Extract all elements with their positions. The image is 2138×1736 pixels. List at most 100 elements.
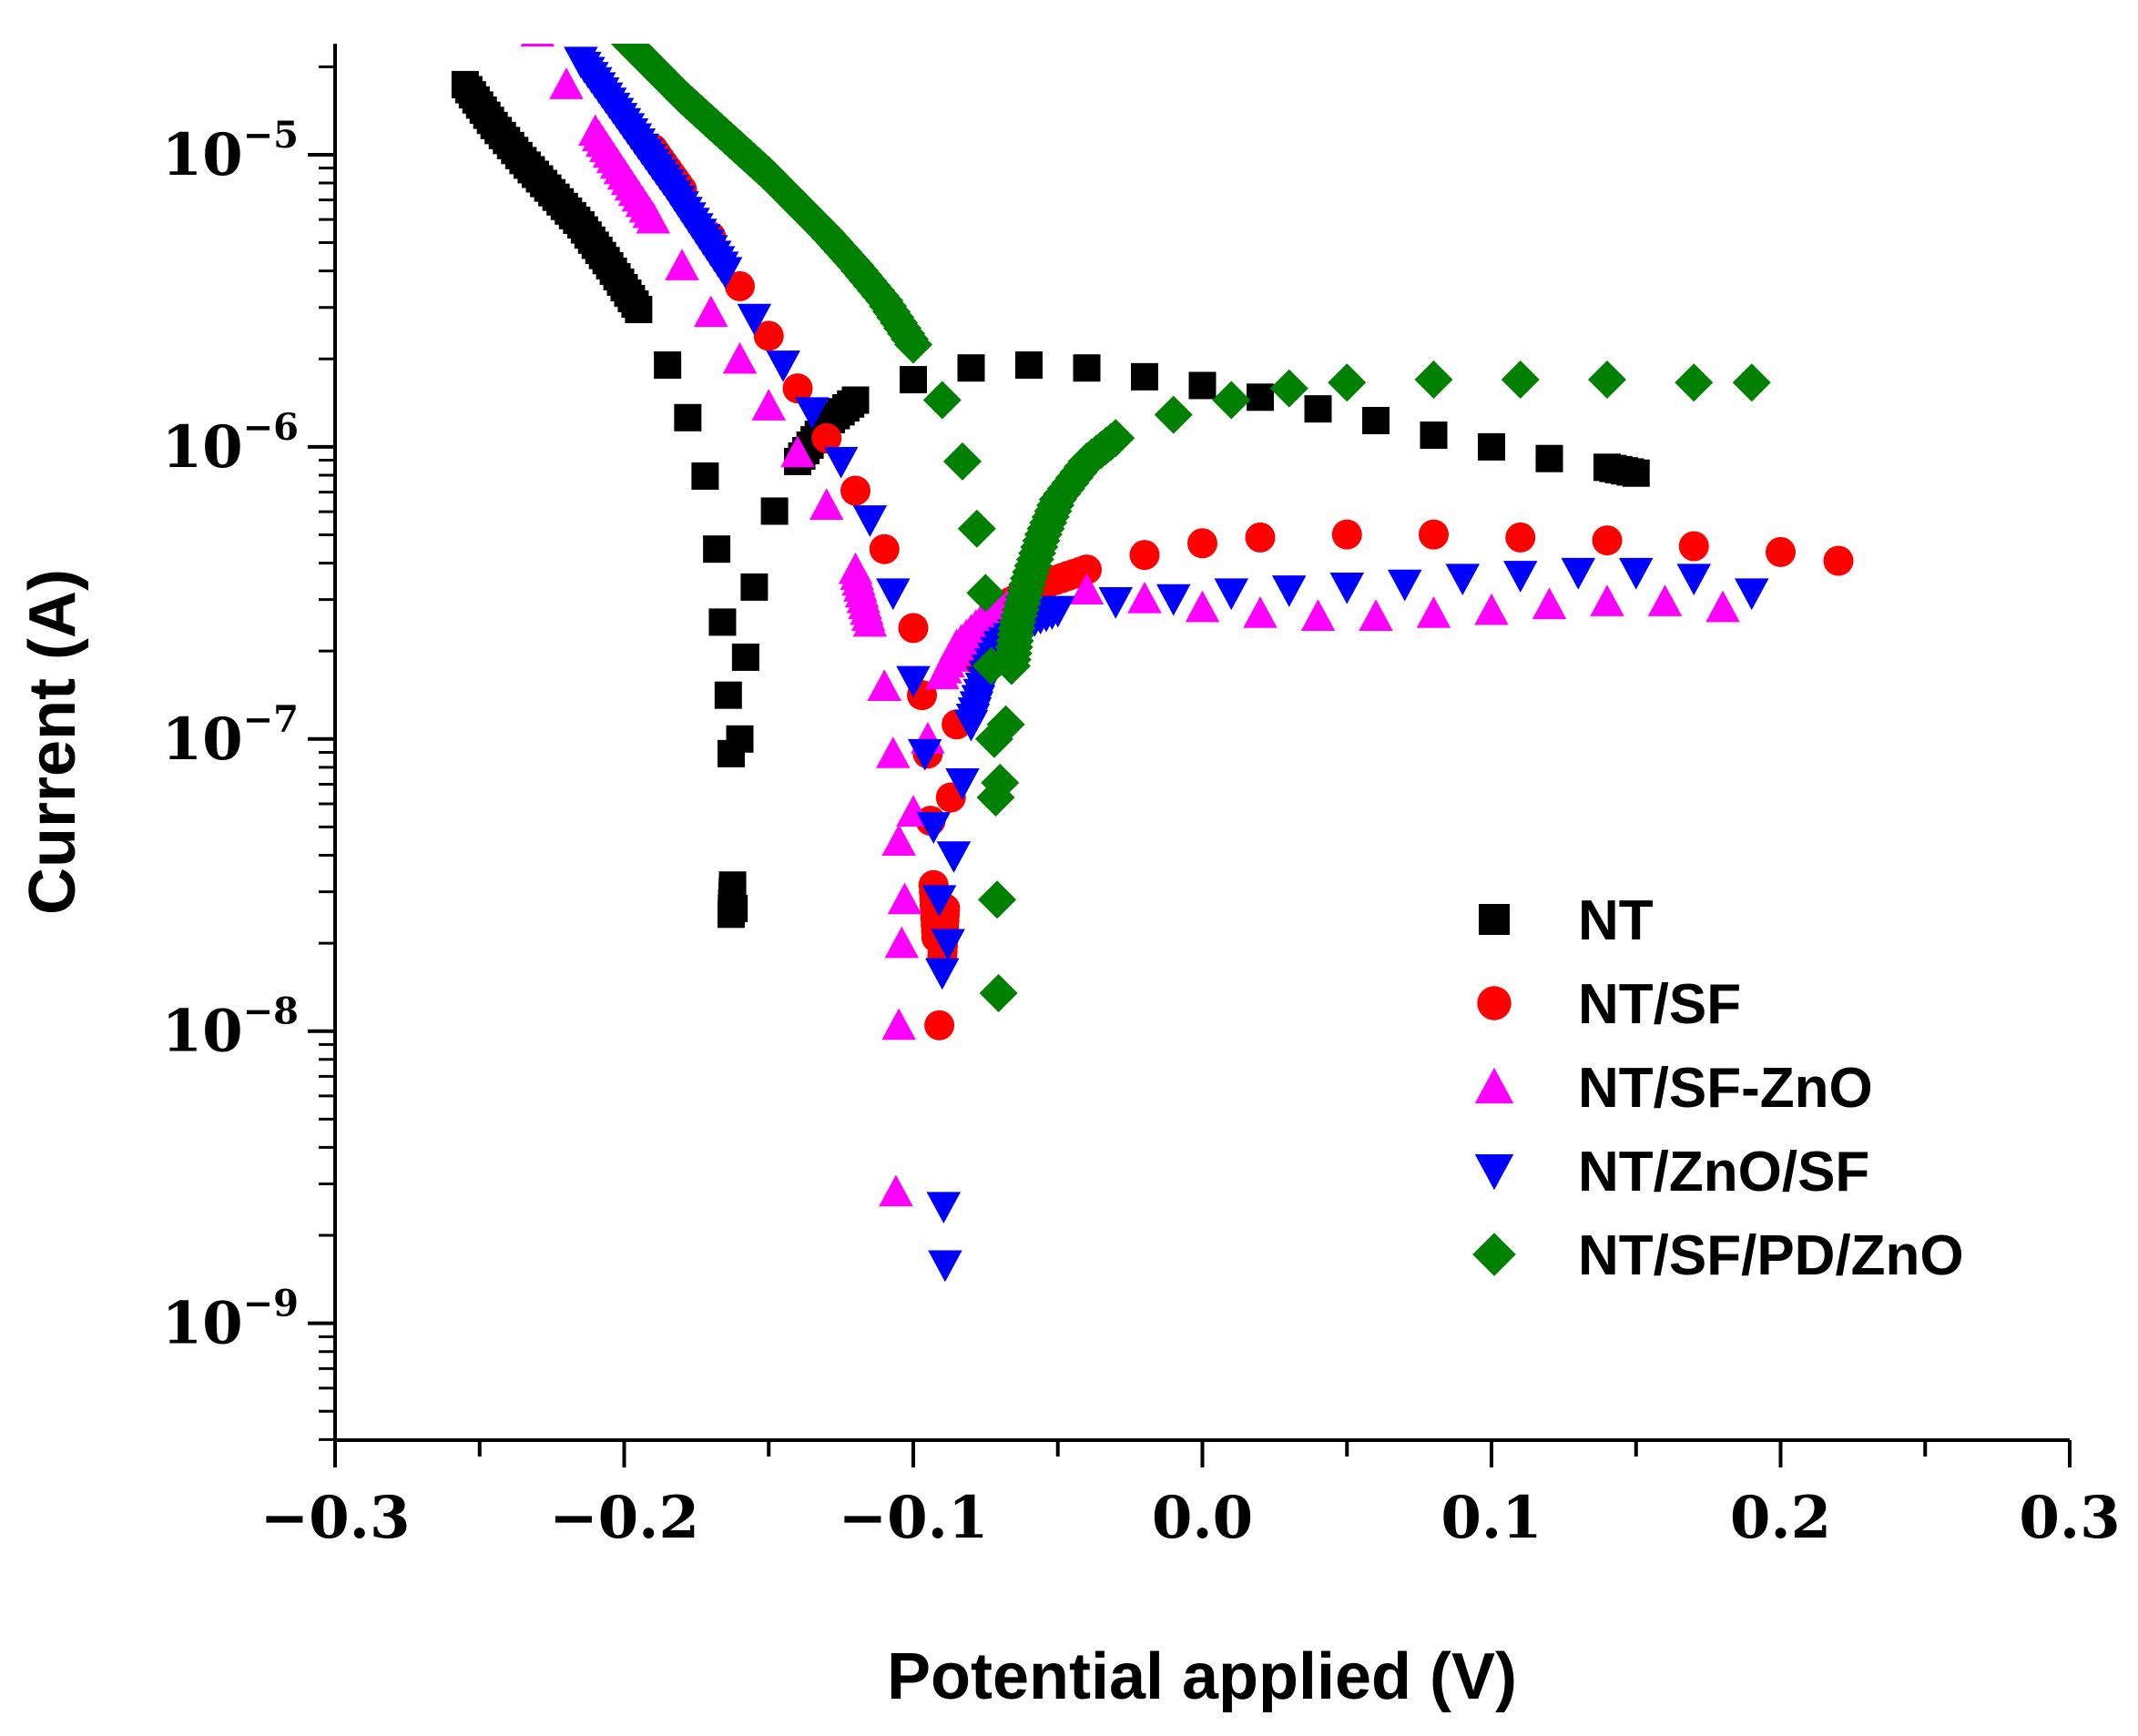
- data-point: [945, 767, 980, 800]
- data-point: [654, 351, 682, 380]
- y-ticks: 10−910−810−710−610−5: [162, 114, 335, 1358]
- data-point: [876, 578, 911, 611]
- legend-label: NT/SF: [1578, 973, 1741, 1036]
- legend-marker: [1479, 904, 1510, 935]
- data-point: [1072, 554, 1102, 585]
- data-point: [1098, 587, 1133, 619]
- data-point: [1129, 540, 1160, 571]
- data-point: [751, 389, 786, 421]
- data-point: [625, 296, 653, 324]
- data-point: [1535, 444, 1563, 472]
- data-point: [979, 973, 1018, 1012]
- x-ticks: −0.3 −0.2 −0.1 0.0 0.1 0.2 0.3: [260, 1440, 2121, 1552]
- data-point: [852, 604, 888, 637]
- x-tick-label: 0.2: [1730, 1484, 1831, 1552]
- x-tick-label: 0.1: [1441, 1484, 1542, 1552]
- data-point: [1247, 383, 1274, 411]
- series-nt-sf-pd-zno: [610, 44, 1771, 1012]
- y-tick-base: 10: [162, 121, 243, 189]
- data-point: [1243, 596, 1278, 628]
- y-tick-label: 10−7: [162, 698, 299, 774]
- data-point: [1329, 572, 1364, 604]
- data-point: [549, 67, 584, 99]
- data-point: [708, 608, 737, 636]
- data-point: [1416, 596, 1451, 628]
- data-point: [1474, 593, 1509, 625]
- data-point: [921, 885, 957, 918]
- data-point: [1414, 360, 1453, 400]
- data-point: [1445, 563, 1480, 596]
- data-point: [924, 1010, 955, 1041]
- data-point: [898, 613, 929, 644]
- data-point: [1647, 584, 1683, 616]
- data-point: [811, 422, 842, 453]
- data-point: [694, 295, 728, 328]
- y-tick-base: 10: [162, 998, 243, 1066]
- y-tick-exponent: −5: [243, 114, 299, 157]
- data-point: [1096, 419, 1135, 458]
- data-point: [1214, 578, 1248, 611]
- data-point: [720, 894, 748, 922]
- data-point: [931, 929, 965, 961]
- data-point: [925, 958, 960, 990]
- data-point: [1245, 522, 1276, 553]
- data-point: [737, 303, 772, 336]
- data-point: [1532, 587, 1567, 620]
- legend-label: NT/ZnO/SF: [1578, 1141, 1869, 1203]
- legend: NT NT/SF NT/SF-ZnO NT/ZnO/SF NT/SF/PD/ZnO: [1472, 889, 1964, 1287]
- data-point: [907, 738, 942, 771]
- data-point: [1156, 584, 1191, 616]
- data-point: [714, 681, 742, 709]
- x-tick-label: 0.3: [2019, 1484, 2120, 1552]
- y-tick-exponent: −6: [243, 406, 299, 449]
- x-tick-label: 0.0: [1152, 1484, 1253, 1552]
- data-point: [900, 366, 927, 394]
- data-point: [957, 354, 985, 382]
- legend-label: NT/SF-ZnO: [1578, 1057, 1873, 1120]
- y-tick-base: 10: [162, 413, 243, 482]
- data-point: [1676, 563, 1711, 596]
- data-point: [1015, 351, 1043, 380]
- y-tick-exponent: −9: [243, 1283, 299, 1325]
- y-tick-label: 10−5: [162, 114, 299, 189]
- legend-marker: [1474, 1153, 1514, 1191]
- data-point: [922, 381, 962, 420]
- data-point: [708, 257, 743, 289]
- legend-label: NT/SF/PD/ZnO: [1578, 1224, 1964, 1287]
- data-point: [894, 325, 932, 364]
- y-tick-base: 10: [162, 706, 243, 774]
- data-point: [1592, 525, 1623, 556]
- legend-marker: [1474, 1067, 1514, 1104]
- data-point: [1331, 519, 1362, 550]
- data-point: [1561, 557, 1595, 590]
- data-point: [726, 725, 754, 753]
- legend-marker: [1477, 986, 1512, 1020]
- y-tick-label: 10−8: [162, 990, 299, 1066]
- data-point: [840, 475, 870, 506]
- data-point: [760, 497, 789, 525]
- data-point: [1212, 381, 1251, 420]
- y-tick-base: 10: [162, 1290, 243, 1358]
- data-point: [1419, 519, 1449, 550]
- data-point: [978, 880, 1017, 919]
- data-point: [1388, 569, 1422, 602]
- data-point: [1505, 522, 1536, 553]
- y-tick-label: 10−6: [162, 406, 299, 482]
- data-point: [520, 44, 555, 47]
- data-point: [896, 665, 931, 698]
- data-point: [1131, 362, 1158, 391]
- x-axis-title: Potential applied (V): [887, 1640, 1517, 1713]
- data-point: [887, 882, 922, 915]
- data-point: [740, 573, 769, 601]
- data-point: [703, 535, 731, 563]
- data-point: [966, 574, 1005, 613]
- data-point: [1705, 590, 1740, 623]
- data-point: [691, 462, 719, 490]
- data-point: [1622, 459, 1650, 487]
- data-point: [876, 736, 911, 768]
- data-point: [809, 488, 844, 520]
- data-point: [1478, 432, 1505, 461]
- data-point: [1766, 536, 1796, 567]
- data-point: [1154, 395, 1193, 434]
